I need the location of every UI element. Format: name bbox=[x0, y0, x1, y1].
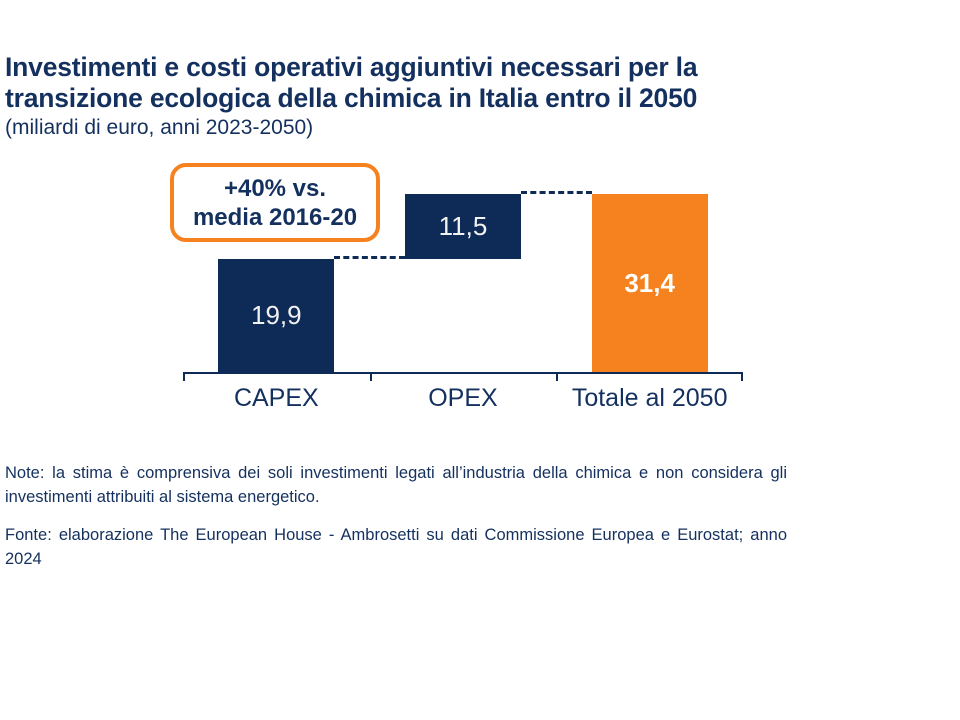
annotation-line2: media 2016-20 bbox=[192, 203, 358, 231]
x-axis-tick bbox=[741, 372, 743, 381]
annotation-line1: +40% vs. bbox=[223, 174, 327, 202]
bar-capex: 19,9 bbox=[218, 259, 335, 372]
source-text: Fonte: elaborazione The European House -… bbox=[5, 526, 787, 568]
bar-value-label: 31,4 bbox=[624, 267, 675, 298]
page-title-line2: transizione ecologica della chimica in I… bbox=[5, 83, 698, 113]
connector-dash-line bbox=[334, 256, 405, 260]
category-label-opex: OPEX bbox=[428, 384, 498, 412]
bar-value-label: 19,9 bbox=[251, 300, 302, 331]
x-axis-tick bbox=[369, 372, 372, 381]
category-label-totale-al-2050: Totale al 2050 bbox=[571, 384, 728, 412]
x-axis-tick bbox=[183, 372, 185, 381]
page-title-line1: Investimenti e costi operativi aggiuntiv… bbox=[5, 52, 698, 82]
x-axis-tick bbox=[556, 372, 559, 381]
page-title: Investimenti e costi operativi aggiuntiv… bbox=[5, 52, 825, 114]
connector-dash-line bbox=[521, 191, 592, 194]
bar-value-label: 11,5 bbox=[438, 211, 488, 242]
x-axis-line bbox=[183, 372, 743, 374]
annotation-callout: +40% vs. media 2016-20 bbox=[170, 163, 380, 242]
page-subtitle: (miliardi di euro, anni 2023-2050) bbox=[5, 116, 314, 139]
bar-opex: 11,5 bbox=[405, 194, 521, 260]
bar-totale-al-2050: 31,4 bbox=[591, 194, 708, 372]
note-text: Note: la stima è comprensiva dei soli in… bbox=[5, 464, 787, 506]
category-label-capex: CAPEX bbox=[233, 384, 319, 412]
